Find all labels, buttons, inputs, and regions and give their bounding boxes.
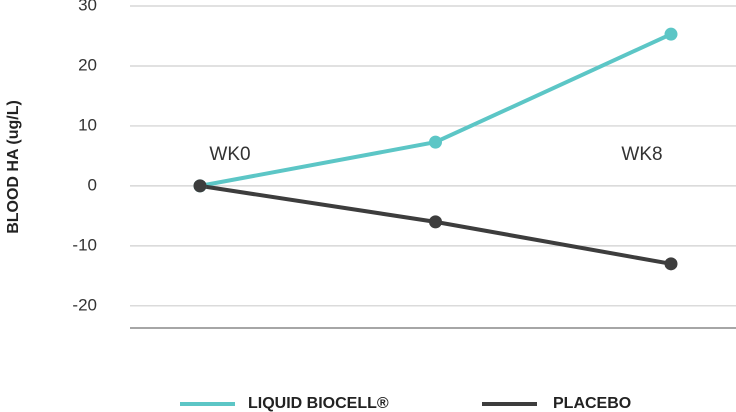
data-point	[429, 215, 442, 229]
y-tick-label: -20	[72, 295, 97, 314]
y-axis-label: BLOOD HA (ug/L)	[5, 100, 22, 234]
y-tick-label: 0	[88, 175, 97, 194]
legend-label: PLACEBO	[553, 395, 631, 412]
data-point	[664, 257, 678, 271]
annotation: WK8	[621, 144, 662, 165]
y-tick-label: 10	[78, 115, 97, 134]
data-point	[664, 27, 678, 41]
y-tick-label: 30	[78, 0, 97, 14]
y-tick-label: 20	[78, 55, 97, 74]
legend-label: LIQUID BIOCELL®	[248, 395, 389, 412]
series-line	[199, 32, 672, 188]
data-point	[193, 179, 207, 193]
data-point	[429, 135, 442, 149]
annotation: WK0	[209, 144, 250, 165]
y-tick-label: -10	[72, 235, 97, 254]
